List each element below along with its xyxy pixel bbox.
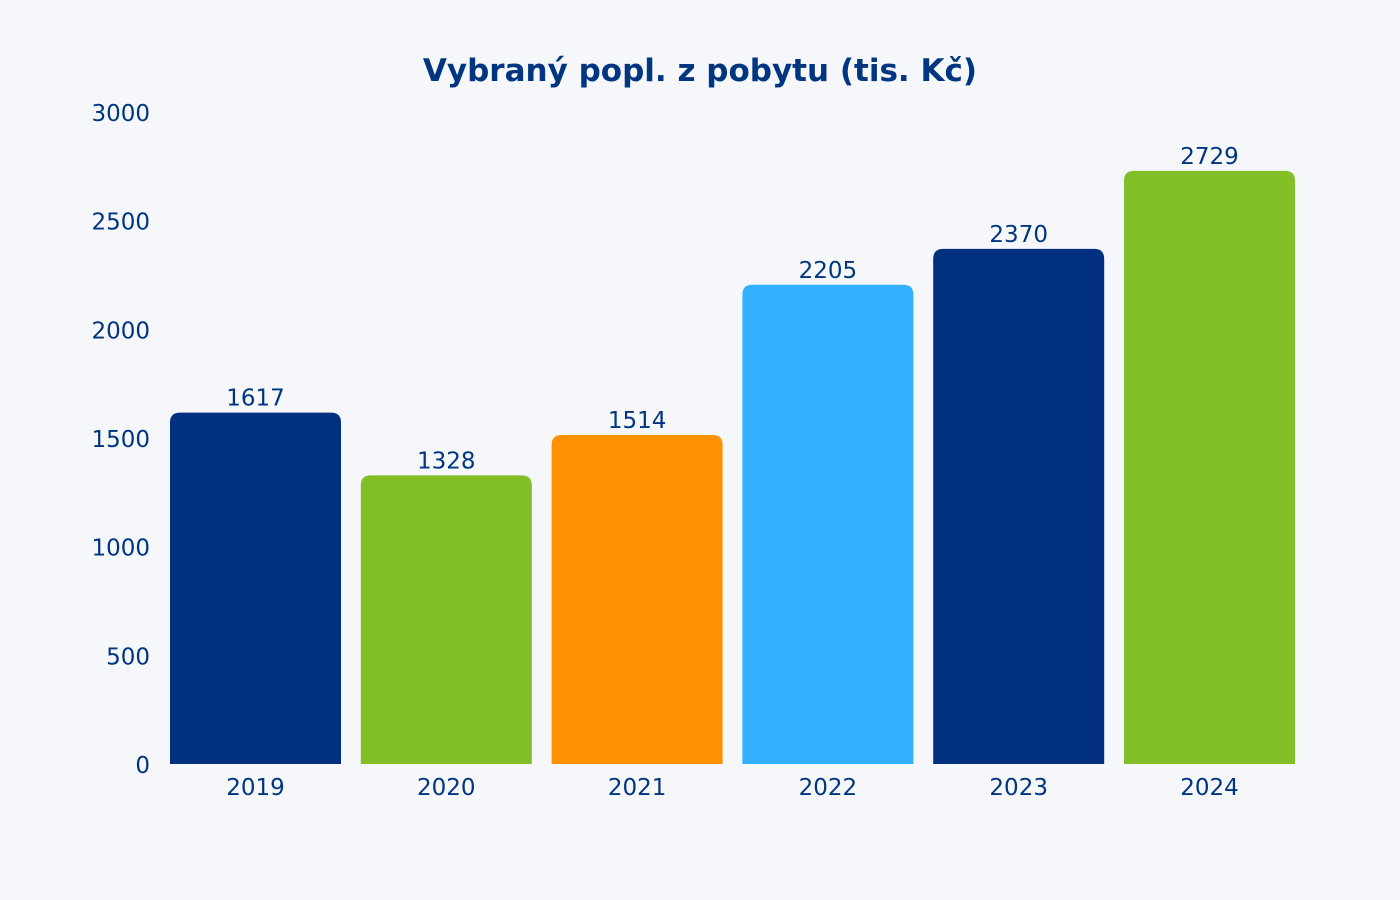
chart-title: Vybraný popl. z pobytu (tis. Kč) — [423, 53, 977, 89]
y-tick-label: 500 — [106, 644, 150, 670]
y-tick-label: 0 — [135, 753, 150, 779]
data-label: 1617 — [226, 386, 285, 412]
x-axis: 2019 2020 2021 2022 2023 2024 — [226, 775, 1239, 801]
y-tick-label: 2500 — [91, 210, 150, 236]
data-label: 2729 — [1180, 144, 1239, 170]
bar-2024 — [1124, 170, 1295, 764]
y-axis: 0 500 1000 1500 2000 2500 3000 — [91, 101, 150, 779]
bar-2022 — [742, 284, 914, 764]
bar-2023 — [933, 248, 1105, 765]
data-label: 2205 — [799, 258, 858, 284]
x-tick-label: 2020 — [417, 775, 476, 801]
data-label: 2370 — [989, 222, 1048, 248]
x-tick-label: 2024 — [1180, 775, 1239, 801]
data-label: 1514 — [608, 408, 667, 434]
x-tick-label: 2022 — [799, 775, 858, 801]
bar-2019 — [170, 412, 341, 764]
data-labels: 1617 1328 1514 2205 2370 2729 — [226, 144, 1239, 474]
y-tick-label: 1000 — [91, 536, 150, 562]
y-tick-label: 2000 — [91, 318, 150, 344]
y-tick-label: 3000 — [91, 101, 150, 127]
bars — [170, 170, 1295, 765]
bar-2020 — [360, 475, 532, 764]
y-tick-label: 1500 — [91, 427, 150, 453]
x-tick-label: 2019 — [226, 775, 285, 801]
x-tick-label: 2023 — [989, 775, 1048, 801]
x-tick-label: 2021 — [608, 775, 667, 801]
bar-2021 — [551, 434, 723, 764]
data-label: 1328 — [417, 448, 476, 474]
